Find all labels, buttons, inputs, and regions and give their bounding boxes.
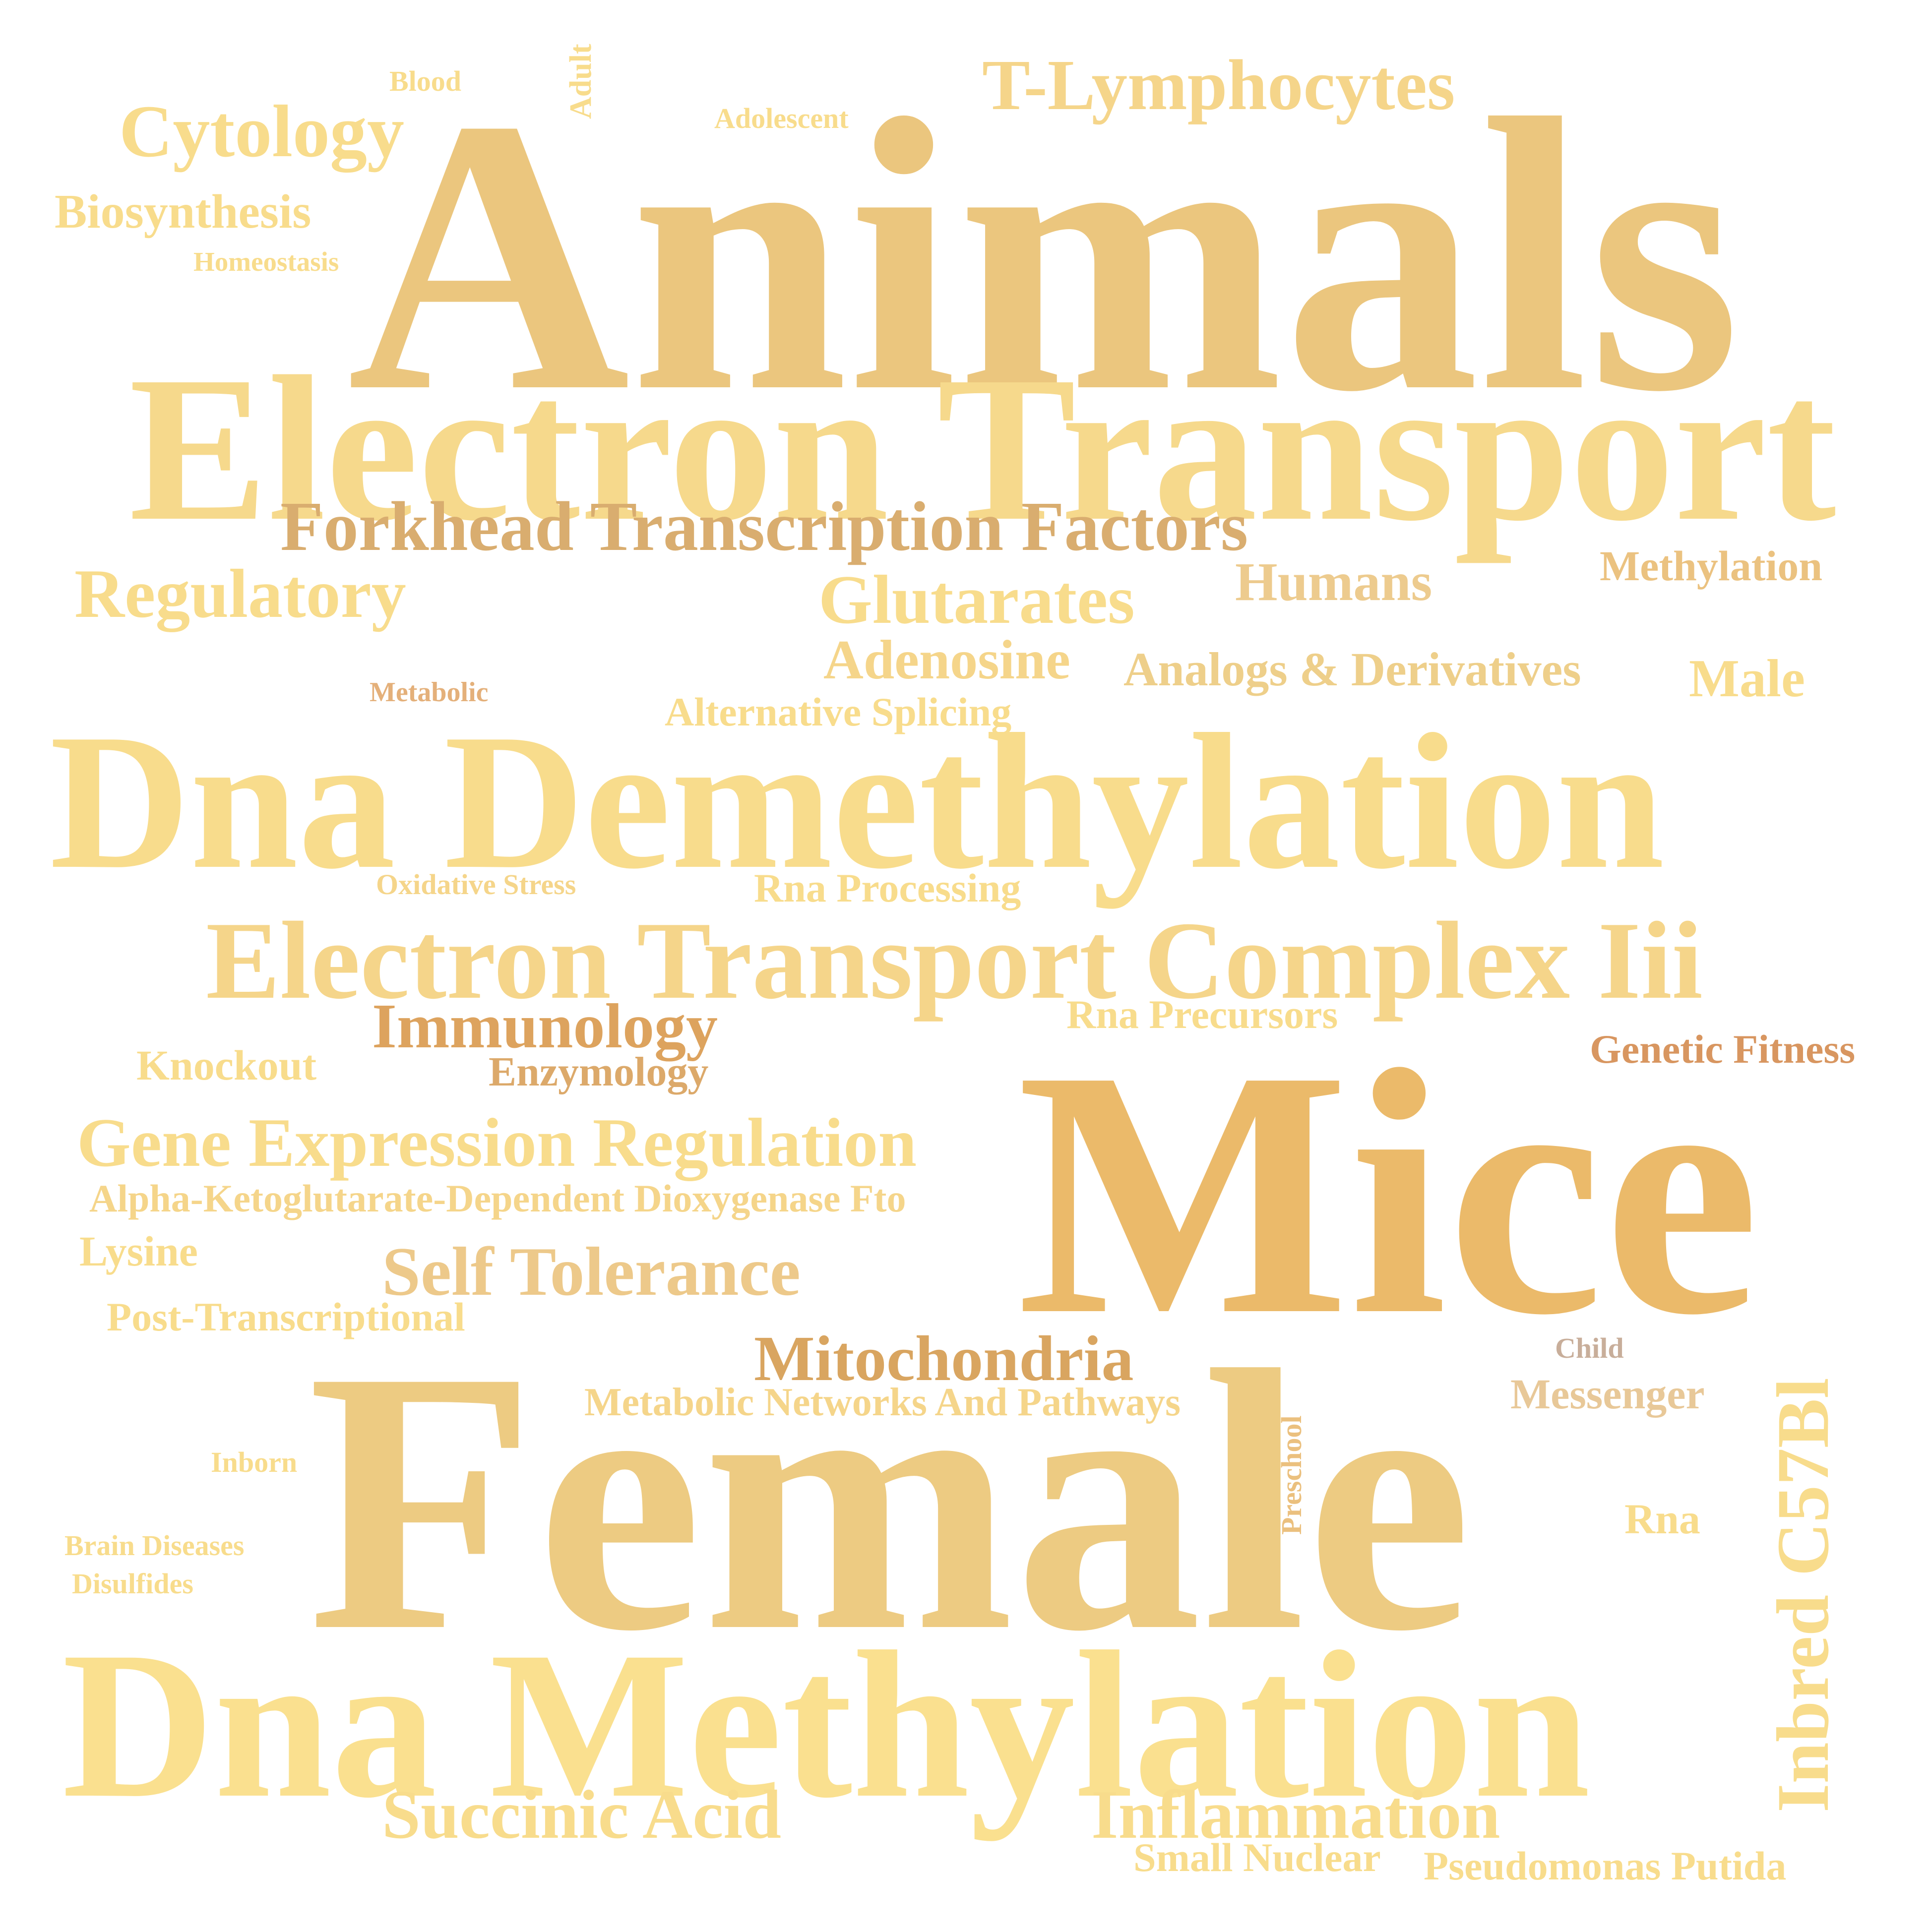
word-regulatory: Regulatory [74,555,406,632]
word-mitochondria: Mitochondria [754,1323,1134,1394]
word-brain-diseases: Brain Diseases [64,1529,245,1562]
word-electron-transport-complex-iii: Electron Transport Complex Iii [206,899,1703,1022]
word-lysine: Lysine [79,1227,198,1275]
word-child: Child [1555,1332,1624,1364]
word-inflammation: Inflammation [1091,1776,1500,1853]
word-adenosine: Adenosine [823,629,1070,691]
word-metabolic-networks-and-pathways: Metabolic Networks And Pathways [584,1381,1181,1424]
word-metabolic: Metabolic [370,677,489,708]
word-animals: Animals [347,38,1741,472]
word-rna-precursors: Rna Precursors [1066,992,1338,1037]
word-inborn: Inborn [211,1446,298,1478]
word-rna: Rna [1624,1495,1700,1543]
word-alpha-ketoglutarate-dependent-dioxygenase-fto: Alpha-Ketoglutarate-Dependent Dioxygenas… [89,1177,906,1220]
word-genetic-fitness: Genetic Fitness [1590,1026,1856,1072]
word-preschool: Preschool [1275,1415,1308,1535]
word-enzymology: Enzymology [489,1049,709,1095]
word-dna-demethylation: Dna Demethylation [50,694,1665,909]
word-female: Female [308,1294,1472,1708]
word-adult: Adult [564,44,598,119]
word-oxidative-stress: Oxidative Stress [376,868,576,901]
word-small-nuclear: Small Nuclear [1133,1835,1381,1880]
word-mice: Mice [1017,997,1760,1388]
word-messenger: Messenger [1510,1370,1705,1418]
word-post-transcriptional: Post-Transcriptional [107,1294,465,1339]
word-cytology: Cytology [119,90,404,173]
word-dna-methylation: Dna Methylation [62,1608,1591,1841]
word-electron-transport: Electron Transport [129,333,1836,564]
word-succinic-acid: Succinic Acid [382,1776,782,1853]
word-methylation: Methylation [1600,542,1823,590]
word-male: Male [1689,649,1805,708]
word-knockout: Knockout [136,1041,317,1089]
word-analogs-derivatives: Analogs & Derivatives [1123,643,1581,696]
word-gene-expression-regulation: Gene Expression Regulation [77,1104,917,1181]
word-t-lymphocytes: T-Lymphocytes [982,46,1455,125]
word-rna-processing: Rna Processing [754,865,1021,910]
word-homeostasis: Homeostasis [193,246,339,277]
word-alternative-splicing: Alternative Splicing [665,689,1012,734]
word-disulfides: Disulfides [72,1568,193,1600]
word-self-tolerance: Self Tolerance [382,1233,801,1310]
word-humans: Humans [1235,551,1433,612]
word-glutarates: Glutarates [818,561,1135,638]
word-immunology: Immunology [372,991,718,1061]
word-inbred-c57bl: Inbred C57Bl [1762,1378,1844,1812]
word-blood: Blood [389,65,462,97]
word-forkhead-transcription-factors: Forkhead Transcription Factors [280,487,1248,565]
word-adolescent: Adolescent [714,102,849,134]
word-biosynthesis: Biosynthesis [55,185,312,239]
word-pseudomonas-putida: Pseudomonas Putida [1424,1843,1787,1888]
